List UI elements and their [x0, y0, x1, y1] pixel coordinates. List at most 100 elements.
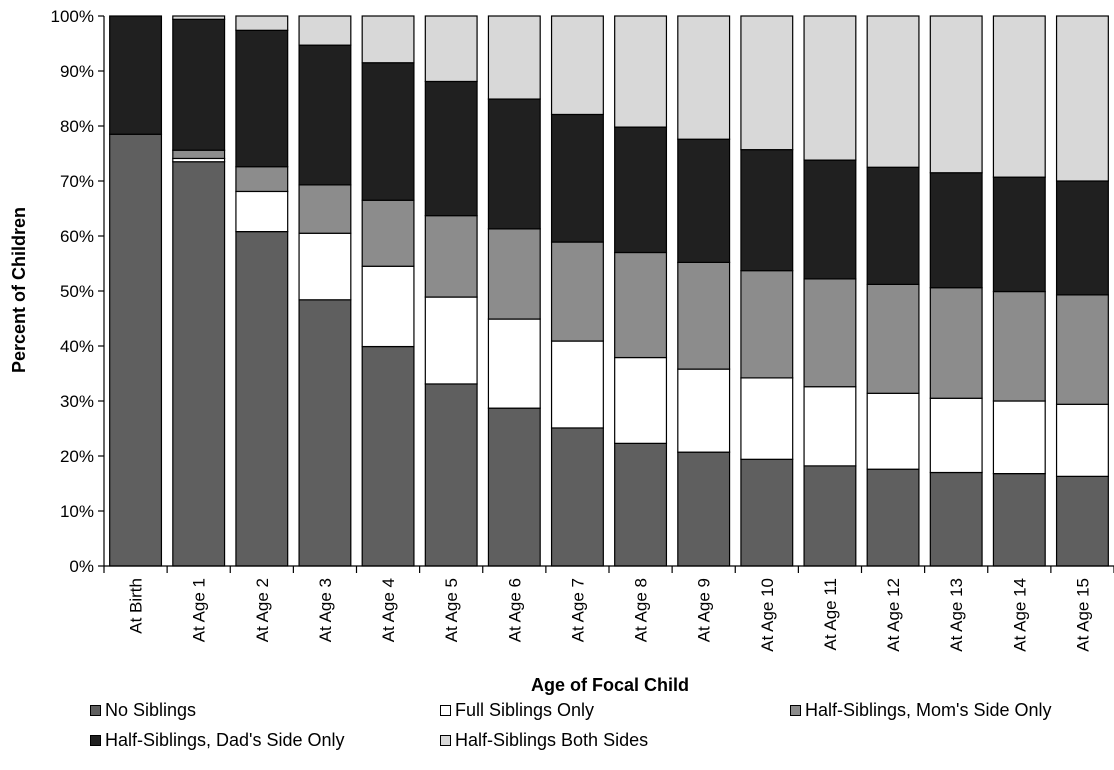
bar-segment-1-5 [361, 345, 415, 567]
bar-segment-1-9 [614, 442, 668, 567]
legend-label: No Siblings [105, 700, 197, 720]
bar-segment-1-13 [866, 468, 920, 567]
bar-segment-1-10 [677, 451, 731, 567]
x-tick-label: At Age 9 [695, 578, 714, 642]
legend-item: Half-Siblings Both Sides [440, 730, 648, 751]
bar-segment-2-3 [235, 190, 289, 233]
x-tick-label: At Birth [127, 578, 146, 634]
bar-segment-5-2 [172, 15, 226, 20]
bar-segment-2-15 [992, 400, 1046, 475]
bar-segment-1-7 [487, 407, 541, 567]
x-tick-label: At Age 8 [632, 578, 651, 642]
bar-segment-2-6 [424, 296, 478, 385]
x-axis-title: Age of Focal Child [531, 675, 689, 695]
y-tick-label: 70% [60, 172, 94, 191]
bar-segment-1-2 [172, 161, 226, 567]
bar-segment-4-1 [109, 15, 163, 135]
bar-segment-4-15 [992, 176, 1046, 293]
chart-legend: No Siblings Full Siblings Only Half-Siblin… [0, 700, 1114, 760]
legend-swatch [790, 705, 801, 716]
bar-segment-2-12 [803, 386, 857, 467]
bar-segment-4-11 [740, 149, 794, 272]
y-tick-label: 90% [60, 62, 94, 81]
bar-segment-3-6 [424, 215, 478, 298]
legend-label: Half-Siblings, Mom's Side Only [805, 700, 1052, 720]
bar-segment-1-4 [298, 299, 352, 567]
bar-segment-4-9 [614, 126, 668, 254]
bar-segment-3-3 [235, 166, 289, 193]
bar-segment-3-11 [740, 270, 794, 379]
bars-layer [109, 15, 1109, 567]
x-tick-label: At Age 1 [190, 578, 209, 642]
x-tick-label: At Age 15 [1073, 578, 1092, 652]
bar-segment-3-4 [298, 184, 352, 234]
legend-label: Half-Siblings Both Sides [455, 730, 649, 750]
bar-segment-3-10 [677, 261, 731, 370]
bar-segment-3-7 [487, 228, 541, 320]
bar-segment-5-9 [614, 15, 668, 128]
bar-segment-5-4 [298, 15, 352, 46]
bar-segment-2-4 [298, 232, 352, 301]
bar-segment-1-11 [740, 458, 794, 567]
bar-segment-5-8 [550, 15, 604, 116]
bar-segment-1-16 [1055, 475, 1109, 567]
y-tick-label: 10% [60, 502, 94, 521]
axes-layer: 0% 10% 20% 30% 40% 50% 60% 70% 80% 90% 100% At Birt… [51, 7, 1114, 652]
y-axis-title: Percent of Children [9, 207, 29, 373]
bar-segment-1-1 [109, 133, 163, 567]
x-tick-label: At Age 2 [253, 578, 272, 642]
bar-segment-5-13 [866, 15, 920, 168]
x-tick-label: At Age 11 [821, 578, 840, 650]
bar-segment-5-12 [803, 15, 857, 161]
legend-swatch [90, 705, 101, 716]
legend-label: Half-Siblings, Dad's Side Only [105, 730, 345, 750]
bar-segment-1-6 [424, 383, 478, 567]
y-tick-label: 60% [60, 227, 94, 246]
bar-segment-2-13 [866, 392, 920, 470]
bar-segment-1-14 [929, 471, 983, 567]
bar-segment-2-9 [614, 356, 668, 444]
bar-segment-1-12 [803, 465, 857, 567]
bar-segment-2-10 [677, 368, 731, 453]
bar-segment-3-5 [361, 199, 415, 267]
bar-segment-3-13 [866, 283, 920, 394]
bar-segment-2-7 [487, 318, 541, 409]
bar-segment-5-6 [424, 15, 478, 83]
legend-swatch [440, 705, 451, 716]
bar-segment-3-14 [929, 287, 983, 399]
legend-item: Half-Siblings, Mom's Side Only [790, 700, 1052, 721]
y-tick-label: 100% [51, 7, 94, 26]
bar-segment-5-11 [740, 15, 794, 151]
legend-item: Half-Siblings, Dad's Side Only [90, 730, 345, 751]
bar-segment-4-7 [487, 98, 541, 230]
bar-segment-1-3 [235, 231, 289, 567]
x-tick-label: At Age 5 [442, 578, 461, 642]
bar-segment-3-8 [550, 241, 604, 342]
x-tick-label: At Age 6 [505, 578, 524, 642]
bar-segment-2-14 [929, 397, 983, 474]
bar-segment-5-7 [487, 15, 541, 100]
bar-segment-2-11 [740, 377, 794, 460]
bar-segment-4-6 [424, 80, 478, 217]
x-tick-label: At Age 12 [884, 578, 903, 652]
x-tick-label: At Age 13 [947, 578, 966, 652]
bar-segment-4-10 [677, 138, 731, 263]
y-tick-label: 20% [60, 447, 94, 466]
bar-segment-4-8 [550, 113, 604, 243]
y-tick-label: 40% [60, 337, 94, 356]
bar-segment-1-8 [550, 427, 604, 567]
bar-segment-2-5 [361, 265, 415, 348]
bar-segment-5-15 [992, 15, 1046, 178]
bar-segment-3-16 [1055, 294, 1109, 405]
bar-segment-4-2 [172, 18, 226, 151]
legend-swatch [90, 735, 101, 746]
legend-swatch [440, 735, 451, 746]
bar-segment-5-10 [677, 15, 731, 140]
bar-segment-4-16 [1055, 180, 1109, 296]
bar-segment-4-13 [866, 166, 920, 286]
legend-item: No Siblings [90, 700, 196, 721]
bar-segment-5-16 [1055, 15, 1109, 182]
bar-segment-3-9 [614, 251, 668, 359]
bar-segment-2-16 [1055, 403, 1109, 477]
y-tick-label: 30% [60, 392, 94, 411]
